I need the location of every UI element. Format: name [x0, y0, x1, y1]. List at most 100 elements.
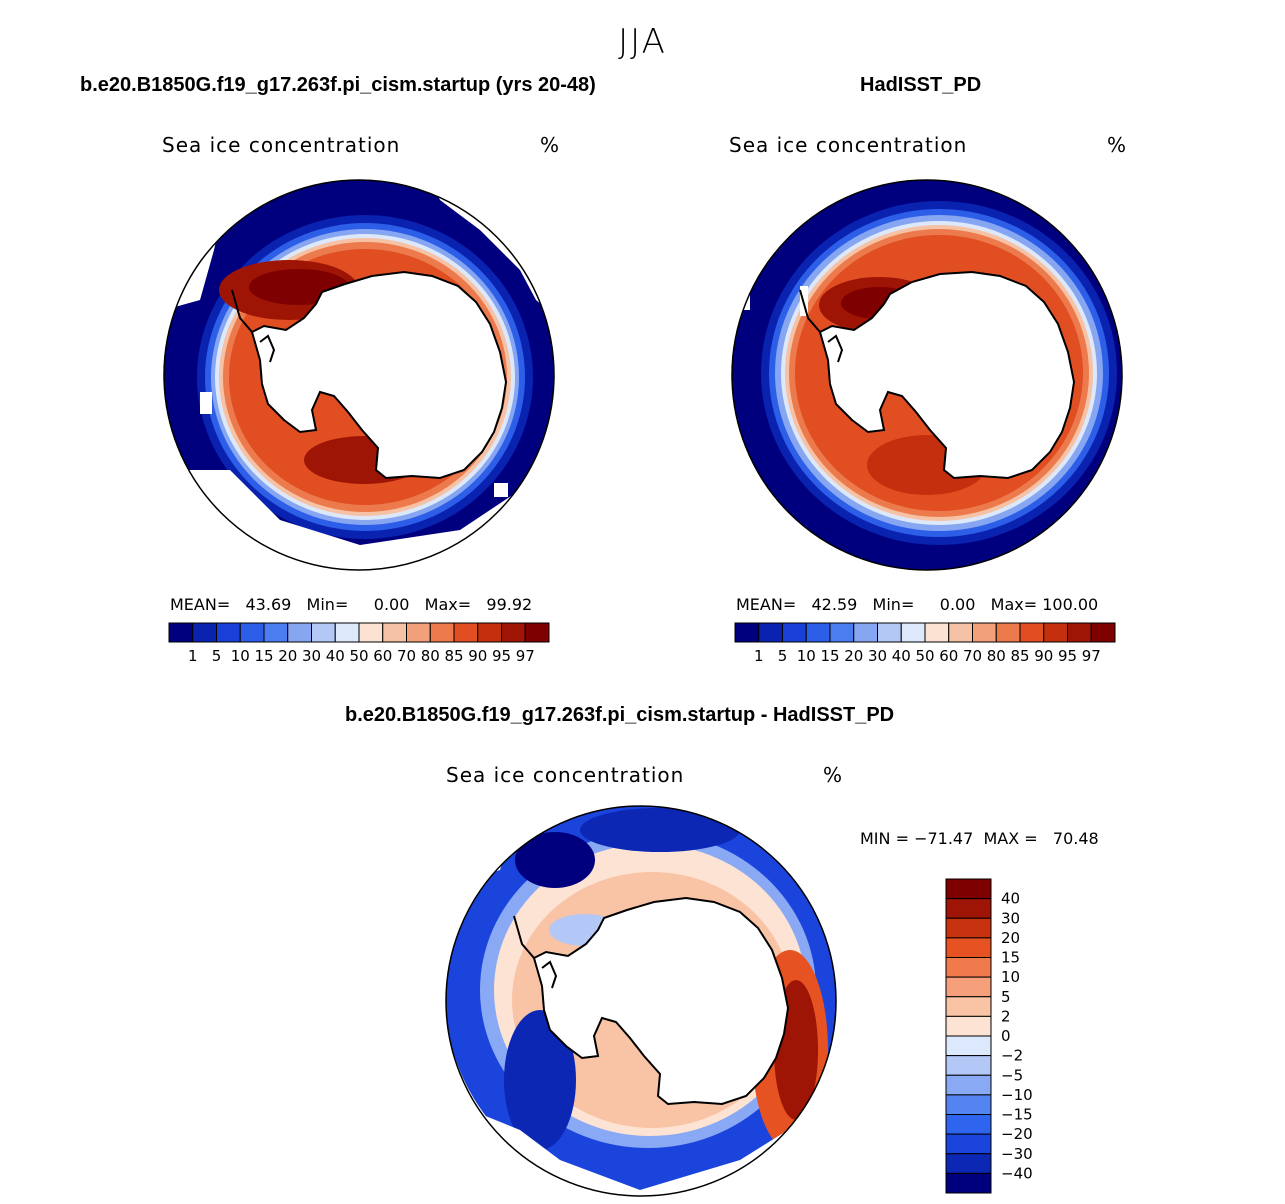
panel-2-colorbar-tick-label: 10	[797, 647, 816, 665]
panel-3-colorbar-swatch	[945, 976, 992, 998]
panel-3-variable: Sea ice concentration	[446, 763, 685, 787]
panel-3-colorbar-tick-label: −30	[1001, 1145, 1033, 1163]
panel-1-colorbar-swatch	[477, 622, 502, 643]
panel-1-colorbar-swatch	[406, 622, 431, 643]
panel-1-variable: Sea ice concentration	[162, 133, 401, 157]
panel-3-title: b.e20.B1850G.f19_g17.263f.pi_cism.startu…	[345, 704, 895, 726]
panel-2-colorbar-swatch	[782, 622, 807, 643]
panel-2-colorbar-swatch	[1067, 622, 1092, 643]
panel-3-colorbar-swatch	[945, 996, 992, 1017]
panel-2-colorbar-tick-label: 80	[987, 647, 1006, 665]
panel-3-colorbar-tick-label: −10	[1001, 1086, 1033, 1104]
panel-3-colorbar-swatch	[945, 957, 992, 978]
panel-2-colorbar-swatch	[758, 622, 783, 643]
panel-3-colorbar-tick-label: −20	[1001, 1125, 1033, 1143]
panel-1-colorbar-tick-label: 80	[421, 647, 440, 665]
panel-1-colorbar-tick-label: 85	[444, 647, 463, 665]
panel-2-colorbar-swatch	[1043, 622, 1068, 643]
panel-2-peninsula	[799, 289, 844, 363]
panel-2-colorbar-swatch	[853, 622, 878, 643]
panel-3-field-patch-9	[515, 832, 595, 888]
panel-3-peninsula	[513, 915, 558, 989]
panel-3-colorbar-swatch	[945, 1153, 992, 1174]
panel-1-colorbar-tick-label: 20	[278, 647, 297, 665]
panel-1-title: b.e20.B1850G.f19_g17.263f.pi_cism.startu…	[80, 74, 596, 96]
panel-2-antarctica	[818, 270, 1076, 480]
panel-2-colorbar-swatch	[829, 622, 855, 643]
panel-2-colorbar-tick-label: 1	[754, 647, 764, 665]
panel-2-colorbar-swatch	[805, 622, 831, 643]
panel-3-field-patch-7	[504, 1010, 576, 1150]
panel-3-colorbar-tick-label: −5	[1001, 1066, 1023, 1084]
panel-1-colorbar-swatch	[524, 622, 550, 643]
panel-1-colorbar-tick-label: 15	[254, 647, 273, 665]
panel-3-colorbar-tick-label: 30	[1001, 909, 1020, 927]
panel-1-antarctica	[250, 270, 508, 480]
panel-3-colorbar-swatch	[945, 898, 992, 919]
panel-3-map	[446, 806, 836, 1196]
panel-3-colorbar-tick-label: 40	[1001, 890, 1020, 908]
panel-2-map	[732, 180, 1122, 570]
panel-3-colorbar-swatch	[945, 878, 992, 900]
panel-1-colorbar-tick-label: 95	[492, 647, 511, 665]
panel-3-field-patch-8	[580, 808, 740, 852]
panel-3-colorbar-swatch	[945, 1074, 992, 1096]
panel-1-colorbar-tick-label: 30	[302, 647, 321, 665]
panel-1-colorbar-swatch	[382, 622, 407, 643]
season-title: JJA	[618, 22, 667, 62]
panel-3-colorbar-swatch	[945, 917, 992, 939]
panel-2-colorbar-swatch	[972, 622, 997, 643]
panel-1-units: %	[540, 133, 561, 157]
panel-2-colorbar-swatch	[1019, 622, 1045, 643]
panel-1-colorbar-swatch	[263, 622, 289, 643]
panel-1-colorbar-tick-label: 90	[468, 647, 487, 665]
panel-1-colorbar-swatch	[239, 622, 265, 643]
panel-3-colorbar-tick-label: 2	[1001, 1007, 1011, 1025]
panel-1-colorbar-tick-label: 70	[397, 647, 416, 665]
panel-1-colorbar-swatch	[287, 622, 312, 643]
panel-1-colorbar-swatch	[429, 622, 455, 643]
panel-2-title: HadISST_PD	[860, 74, 982, 96]
panel-1-map-outline	[163, 179, 555, 571]
panel-2-colorbar-tick-label: 5	[778, 647, 788, 665]
panel-3-colorbar-swatch	[945, 1172, 992, 1194]
panel-1-map	[164, 180, 554, 570]
panel-3-colorbar-tick-label: 20	[1001, 929, 1020, 947]
panel-1-colorbar-tick-label: 60	[373, 647, 392, 665]
panel-2-colorbar-tick-label: 20	[844, 647, 863, 665]
panel-3-colorbar-tick-label: 10	[1001, 968, 1020, 986]
panel-2-colorbar-tick-label: 85	[1010, 647, 1029, 665]
panel-2-colorbar-tick-label: 90	[1034, 647, 1053, 665]
panel-1-colorbar-tick-label: 97	[516, 647, 535, 665]
panel-2-colorbar-tick-label: 30	[868, 647, 887, 665]
panel-2-colorbar-swatch	[734, 622, 760, 643]
panel-2-colorbar-swatch	[995, 622, 1021, 643]
panel-3-antarctica	[532, 896, 790, 1106]
panel-2-colorbar-tick-label: 40	[892, 647, 911, 665]
panel-1-colorbar-swatch	[168, 622, 194, 643]
panel-2-colorbar-swatch	[1090, 622, 1116, 643]
panel-3-colorbar-tick-label: 15	[1001, 949, 1020, 967]
panel-1-colorbar-tick-label: 1	[188, 647, 198, 665]
panel-3-colorbar-swatch	[945, 1035, 992, 1057]
panel-1-colorbar-swatch	[216, 622, 241, 643]
panel-1-colorbar-tick-label: 40	[326, 647, 345, 665]
panel-3-colorbar-swatch	[945, 1055, 992, 1076]
panel-3-colorbar-swatch	[945, 1114, 992, 1135]
panel-3-colorbar-swatch	[945, 1094, 992, 1115]
panel-2-map-outline	[731, 179, 1123, 571]
panel-1-colorbar-swatch	[311, 622, 336, 643]
panel-1-colorbar: 1 5 10 15 20 30 40 50 60 70 80 85 90 95 97	[168, 622, 550, 665]
panel-2-variable: Sea ice concentration	[729, 133, 968, 157]
panel-2-units: %	[1107, 133, 1128, 157]
panel-1-colorbar-swatch	[453, 622, 479, 643]
panel-2-colorbar-swatch	[948, 622, 973, 643]
panel-2-colorbar-tick-label: 97	[1082, 647, 1101, 665]
panel-1-colorbar-tick-label: 10	[231, 647, 250, 665]
panel-3-colorbar-tick-label: −15	[1001, 1106, 1033, 1124]
panel-3-map-outline	[445, 805, 837, 1197]
panel-1-colorbar-swatch	[192, 622, 217, 643]
panel-2-stats: MEAN= 42.59 Min= 0.00 Max= 100.00	[736, 595, 1099, 614]
panel-3-colorbar-swatch	[945, 937, 992, 958]
